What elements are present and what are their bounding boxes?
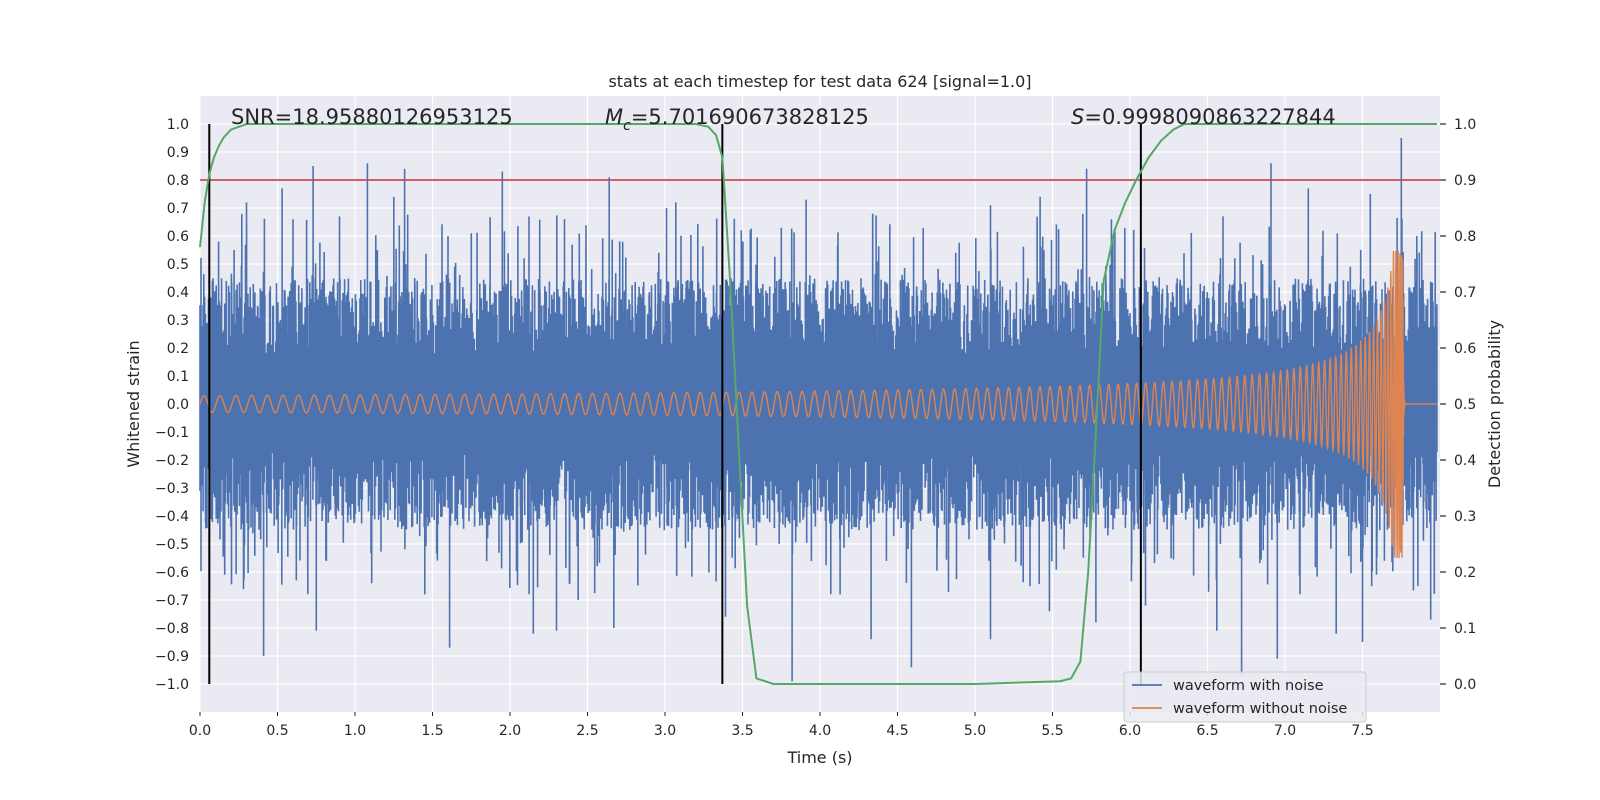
significance-annotation: S=0.9998090863227844	[1071, 105, 1336, 129]
legend: waveform with noise waveform without noi…	[1123, 671, 1367, 723]
x-tick-label: 7.5	[1351, 723, 1373, 739]
y-left-tick-label: 0.1	[167, 369, 189, 385]
chirp-mass-symbol: M	[605, 105, 623, 129]
y-right-tick-label: 0.8	[1454, 229, 1476, 245]
x-tick-label: 0.0	[189, 723, 211, 739]
significance-value: =0.9998090863227844	[1084, 105, 1335, 129]
x-tick-label: 0.5	[266, 723, 288, 739]
y-left-tick-label: −0.8	[155, 621, 189, 637]
data-layer	[199, 138, 1438, 682]
chirp-mass-annotation: Mc=5.701690673828125	[605, 105, 869, 134]
chart-title: stats at each timestep for test data 624…	[608, 72, 1031, 91]
y-left-tick-label: 0.4	[167, 285, 189, 301]
y-left-tick-label: 0.2	[167, 341, 189, 357]
legend-label-noise: waveform with noise	[1173, 678, 1324, 694]
y-left-tick-label: −0.7	[155, 593, 189, 609]
y-right-tick-label: 0.1	[1454, 621, 1476, 637]
x-tick-label: 2.0	[499, 723, 521, 739]
x-tick-label: 4.0	[809, 723, 831, 739]
y-left-tick-label: −0.5	[155, 537, 189, 553]
series-detection-probability	[199, 123, 1437, 685]
y-left-tick-label: 0.7	[167, 201, 189, 217]
legend-box	[1123, 671, 1367, 723]
series-waveform-without-noise	[199, 250, 1437, 558]
y-left-tick-label: −0.6	[155, 565, 189, 581]
y-left-tick-label: 0.3	[167, 313, 189, 329]
y-left-tick-label: −0.1	[155, 425, 189, 441]
x-tick-label: 3.5	[731, 723, 753, 739]
y-left-tick-label: −0.3	[155, 481, 189, 497]
y-right-tick-label: 1.0	[1454, 117, 1476, 133]
y-left-tick-label: 0.9	[167, 145, 189, 161]
x-tick-label: 6.0	[1119, 723, 1141, 739]
x-tick-label: 1.0	[344, 723, 366, 739]
tick-layer: 0.0 0.5 1.0 1.5 2.0 2.5 3.0 3.5 4.0 4.5 5.0 5.5 6.0 6…	[155, 117, 1476, 739]
y-right-tick-label: 0.7	[1454, 285, 1476, 301]
x-axis-label: Time (s)	[786, 748, 852, 767]
y-left-tick-label: −0.9	[155, 649, 189, 665]
x-tick-label: 7.0	[1274, 723, 1296, 739]
snr-annotation: SNR=18.95880126953125	[231, 105, 513, 129]
y-left-tick-label: −0.4	[155, 509, 189, 525]
y-left-tick-label: 0.8	[167, 173, 189, 189]
y-right-tick-label: 0.3	[1454, 509, 1476, 525]
probability-layer	[199, 123, 1437, 685]
y-right-tick-label: 0.6	[1454, 341, 1476, 357]
y-right-tick-label: 0.5	[1454, 397, 1476, 413]
reference-lines	[200, 124, 1440, 684]
significance-symbol: S	[1071, 105, 1084, 129]
x-tick-label: 4.5	[886, 723, 908, 739]
y-left-tick-label: 0.6	[167, 229, 189, 245]
x-tick-label: 1.5	[421, 723, 443, 739]
y-left-tick-label: 0.0	[167, 397, 189, 413]
y-right-tick-label: 0.9	[1454, 173, 1476, 189]
x-tick-label: 5.0	[964, 723, 986, 739]
y-right-tick-label: 0.2	[1454, 565, 1476, 581]
y-right-tick-label: 0.4	[1454, 453, 1476, 469]
y-left-tick-label: 1.0	[167, 117, 189, 133]
y-left-tick-label: 0.5	[167, 257, 189, 273]
x-tick-label: 6.5	[1196, 723, 1218, 739]
y-axis-left-label: Whitened strain	[124, 340, 143, 467]
y-left-tick-label: −0.2	[155, 453, 189, 469]
y-axis-right-label: Detection probability	[1485, 320, 1504, 488]
chirp-mass-subscript: c	[623, 118, 631, 134]
legend-label-clean: waveform without noise	[1173, 701, 1347, 717]
x-tick-label: 2.5	[576, 723, 598, 739]
x-tick-label: 3.0	[654, 723, 676, 739]
y-left-tick-label: −1.0	[155, 677, 189, 693]
series-waveform-with-noise	[199, 138, 1438, 682]
x-tick-label: 5.5	[1041, 723, 1063, 739]
y-right-tick-label: 0.0	[1454, 677, 1476, 693]
chirp-mass-value: =5.701690673828125	[631, 105, 869, 129]
